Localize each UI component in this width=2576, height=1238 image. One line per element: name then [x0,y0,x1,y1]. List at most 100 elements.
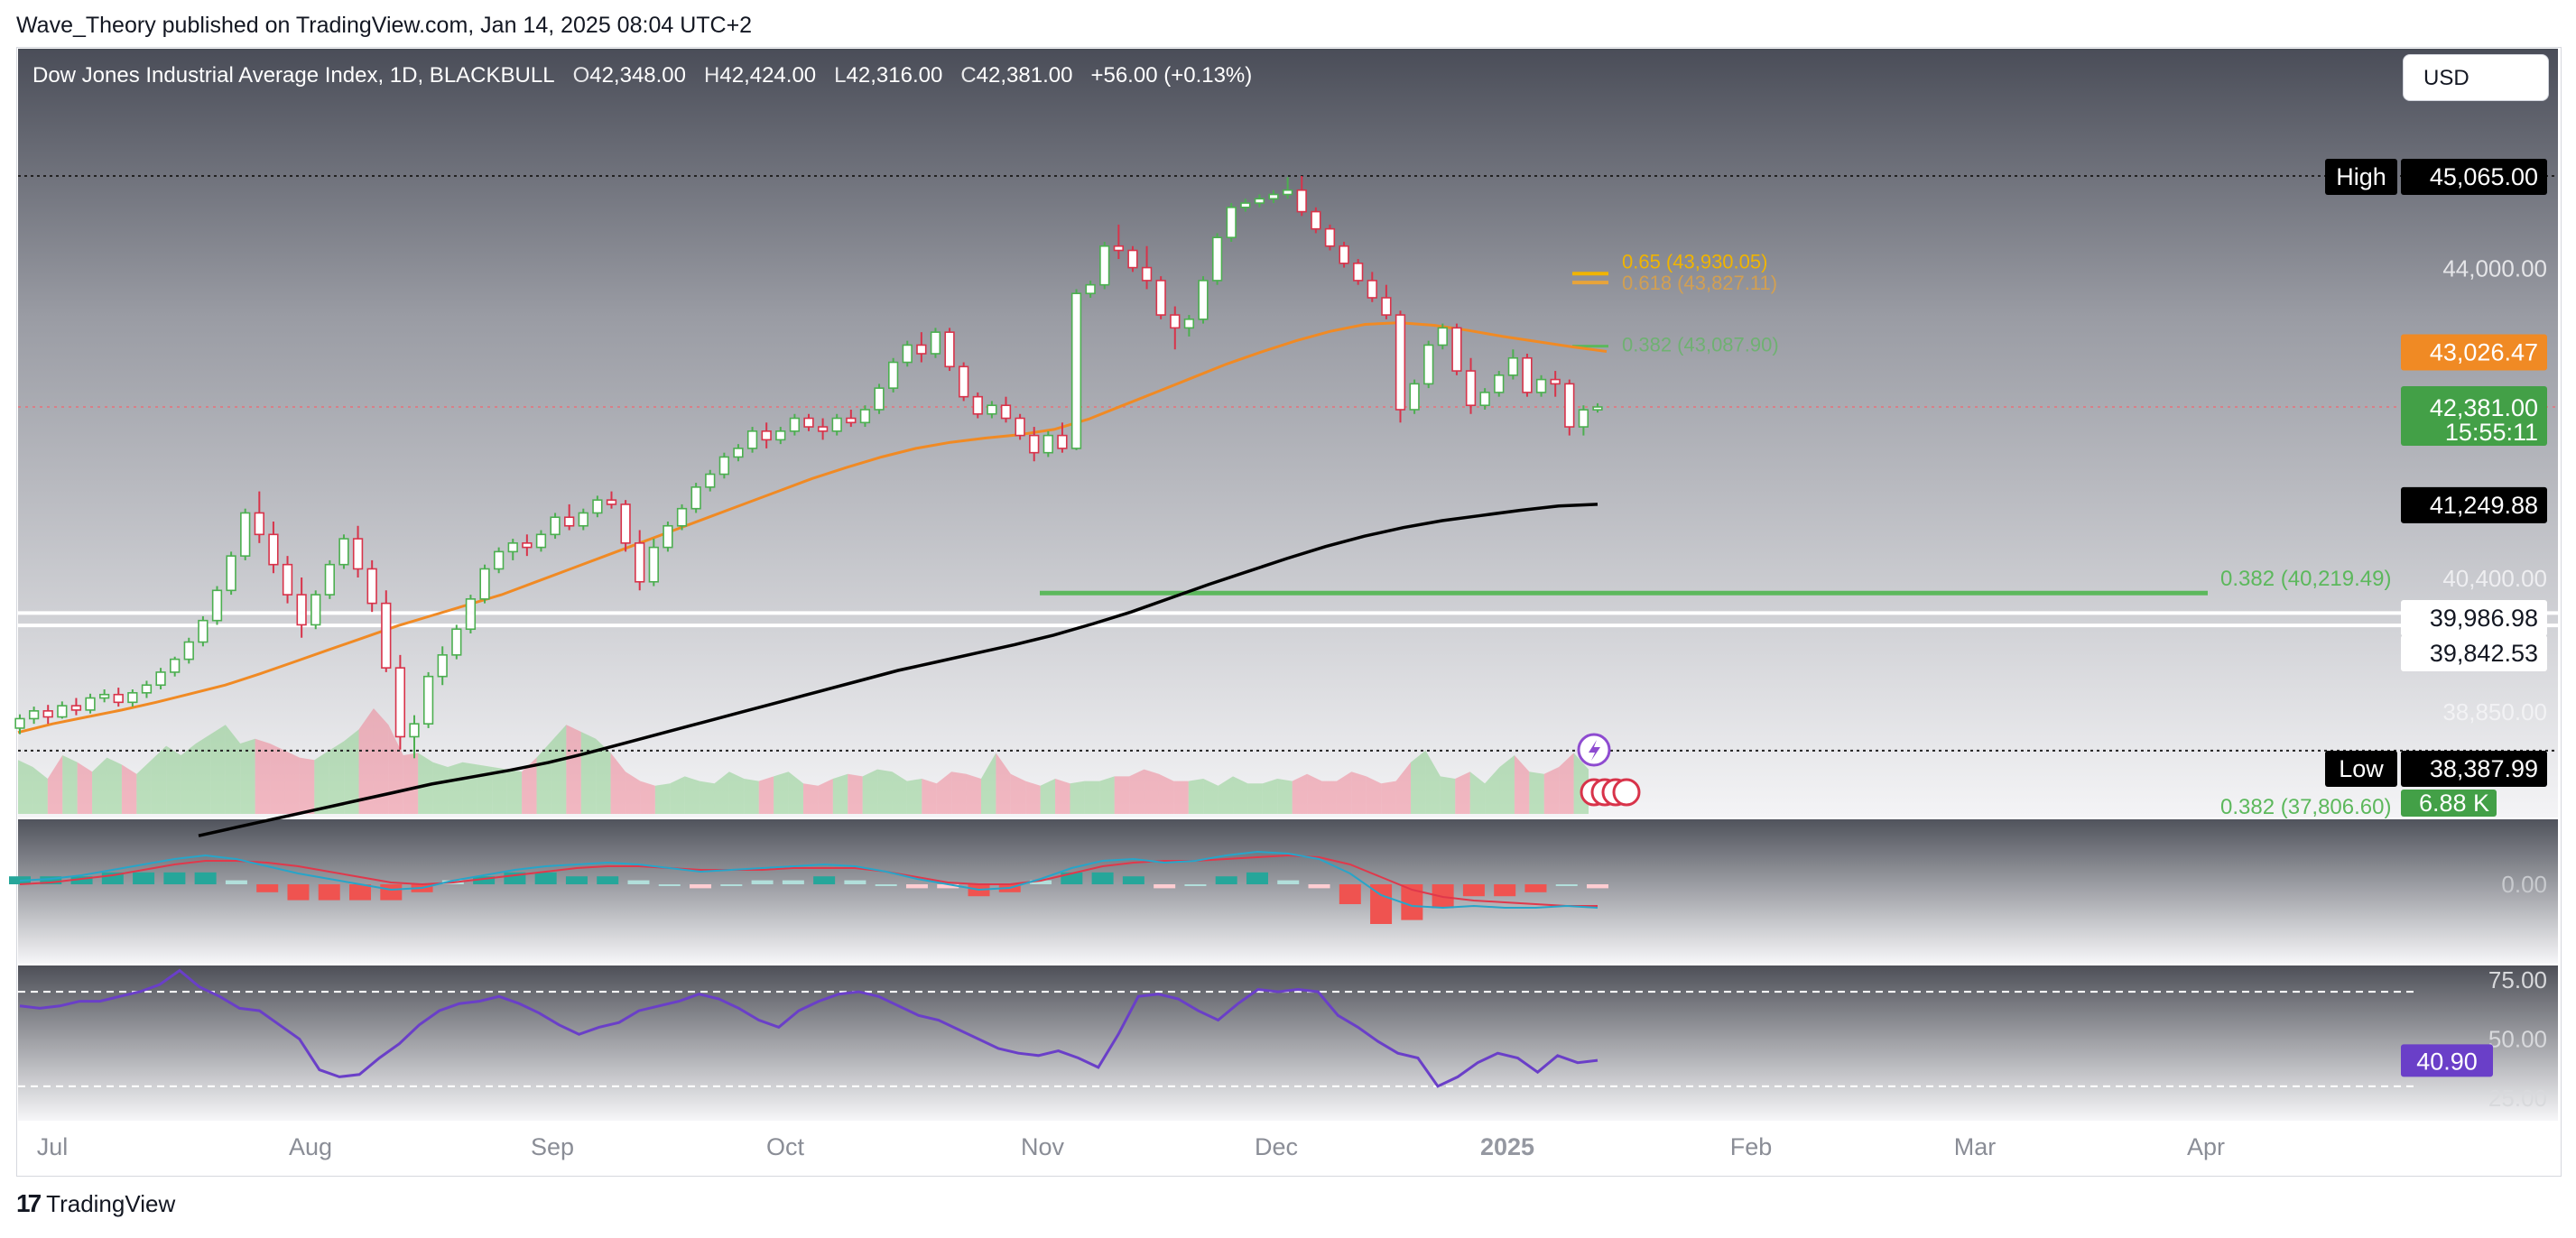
candle-body [1451,327,1462,372]
candle-body [718,456,729,476]
macd-histogram-bar [318,884,340,901]
time-axis-label: Apr [2187,1133,2225,1160]
tradingview-logo-icon: 17 [16,1189,42,1217]
us-flag-icon-4[interactable] [1612,778,1641,807]
time-axis[interactable]: Jul Aug Sep Oct Nov Dec 2025 Feb Mar Apr [37,1133,2225,1160]
candle-body [789,417,801,432]
volume-segment [1499,755,1515,814]
volume-segment [848,773,863,814]
volume-segment [462,762,477,814]
currency-selector[interactable]: USD [2403,54,2549,101]
candle-body [522,542,533,549]
fib-label-0382-upper: 0.382 (43,087.90) [1622,334,1779,356]
volume-segment [210,725,226,814]
candle-body [635,542,645,583]
candle-body [1409,383,1420,411]
volume-segment [92,757,107,814]
volume-segment [951,771,967,814]
publisher-line: Wave_Theory published on TradingView.com… [16,13,753,38]
candle-body [1353,263,1364,282]
ema200-line [198,503,1598,837]
legend-close: 42,381.00 [976,63,1073,88]
candle-body [1311,210,1321,230]
volume-segment [477,764,493,814]
volume-segment [121,764,137,814]
candle-body [268,533,279,566]
candle-body [99,693,110,699]
volume-segment [551,725,567,814]
volume-segment [714,771,729,814]
macd-histogram-bar [1030,880,1052,884]
macd-histogram-bar [720,884,743,886]
time-axis-label: Nov [1021,1133,1065,1160]
price-label-high-tag-bg [2325,159,2397,195]
candle-body [338,538,349,566]
macd-histogram-bar [349,884,372,901]
candle-body [14,717,25,729]
candle-body [859,409,871,424]
volume-segment [1425,750,1441,814]
candle-body [1564,383,1575,428]
volume-segment [996,753,1011,814]
volume-segment [418,753,433,814]
price-tick: 38,850.00 [2442,698,2547,725]
rsi-line [19,968,1598,1088]
candle-body [1367,280,1377,299]
candle-body [888,361,899,389]
candle-body [1254,198,1265,204]
volume-segment [373,708,389,814]
candle-body [1042,434,1053,454]
volume-segment [1381,781,1396,814]
candle-body [141,684,153,694]
candle-body [1170,314,1181,329]
volume-segment [1559,753,1574,814]
macd-histogram-bar [1091,872,1114,884]
macd-histogram-bar [1587,884,1608,889]
legend-close-label: C [960,63,977,88]
price-label-last: 42,381.00 [2430,394,2538,421]
macd-line [19,850,1598,910]
price-label-high: 45,065.00 [2430,163,2538,190]
macd-histogram-bar [1401,884,1423,920]
volume-segment [654,783,671,814]
candle-body [394,667,406,738]
event-icons[interactable] [1577,733,1641,807]
macd-histogram-bar [534,872,557,884]
macd-histogram-bar [287,884,310,901]
candle-body [1029,434,1040,454]
brand-name: TradingView [46,1189,176,1217]
volume-badge: 6.88 K [2419,790,2489,817]
candle-body [240,512,251,557]
volume-segment [1440,776,1456,814]
macd-signal-line [19,854,1598,907]
candle-body [1268,193,1279,200]
volume-segment [314,750,329,814]
volume-segment [640,781,655,814]
candle-body [409,723,420,738]
time-axis-label: Aug [289,1133,332,1160]
price-label-high-tag: High [2336,163,2386,190]
legend-symbol: Dow Jones Industrial Average Index, 1D, … [32,63,555,88]
candle-body [198,619,208,643]
volume-segment [403,753,419,814]
price-tick: 40,400.00 [2442,565,2547,592]
time-axis-label: Sep [531,1133,574,1160]
moving-averages [17,321,1608,837]
rsi-tick: 75.00 [2488,966,2547,993]
fib-label-065: 0.65 (43,930.05) [1622,250,1767,273]
volume-segment [684,776,700,814]
volume-segment [107,757,122,814]
candle-body [1113,245,1124,252]
time-axis-label: Jul [37,1133,69,1160]
candle-body [211,589,223,622]
macd-pane: 0.00 [9,850,2547,924]
macd-histogram-bar [937,884,959,889]
volume-segment [1203,779,1219,814]
volume-segment [862,769,878,814]
volume-segment [596,738,611,814]
volume-segment [47,755,63,814]
price-label-low-bg [2401,751,2547,787]
volume-segment [1469,771,1486,814]
macd-histogram-bar [565,876,588,884]
